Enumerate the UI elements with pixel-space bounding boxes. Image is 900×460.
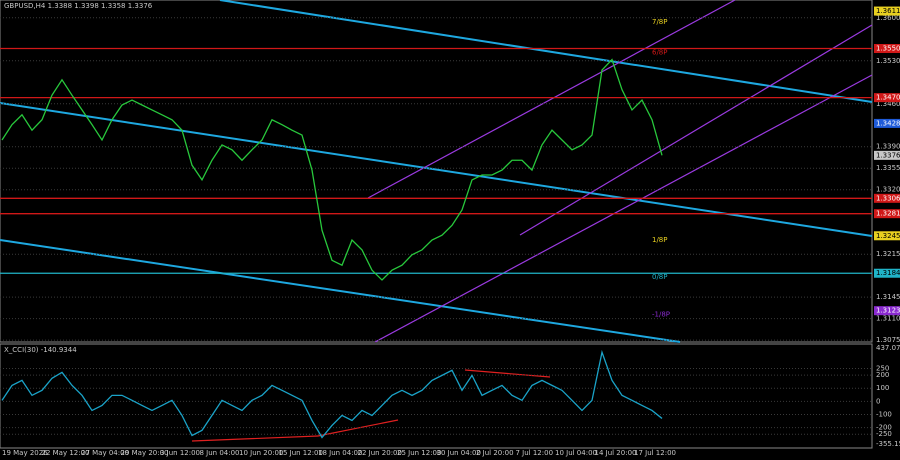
x-tick-label: 19 May 2026 [2, 449, 48, 457]
level-label: 1.3611 [876, 7, 900, 15]
x-tick-label: 7 Jul 12:00 [516, 449, 554, 457]
x-tick-label: 22 Jun 20:00 [358, 449, 402, 457]
x-tick-label: 3 Jun 12:00 [160, 449, 200, 457]
divergence-lines [191, 369, 551, 442]
x-tick-label: 8 Jun 04:00 [200, 449, 240, 457]
murray-label: -1/8P [652, 311, 670, 319]
level-box [874, 209, 900, 219]
murray-label: 1/8P [652, 236, 668, 244]
level-box [874, 193, 900, 203]
y-tick-label: -200 [876, 424, 892, 432]
y-tick-label: 1.3460 [876, 100, 900, 108]
regression-channel [367, 0, 873, 343]
x-tick-label: 14 Jul 20:00 [595, 449, 637, 457]
indicator-title: X_CCI(30) -140.9344 [4, 346, 77, 354]
level-label: 1.3245 [876, 232, 900, 240]
level-label: 1.3306 [876, 194, 900, 202]
x-tick-label: 10 Jul 04:00 [555, 449, 597, 457]
x-tick-label: 25 Jun 12:00 [397, 449, 441, 457]
y-tick-label: 0 [876, 397, 880, 405]
channel-line [519, 24, 873, 236]
x-tick-label: 18 Jun 04:00 [318, 449, 362, 457]
level-label: 1.3281 [876, 210, 900, 218]
y-tick-label: -100 [876, 411, 892, 419]
level-box [874, 93, 900, 103]
y-tick-label: 100 [876, 384, 889, 392]
y-tick-label: -250 [876, 430, 892, 438]
level-label: 1.3470 [876, 94, 900, 102]
x-tick-label: 29 May 20:00 [121, 449, 169, 457]
level-box [874, 118, 900, 128]
y-limit-label: -355.1531 [876, 440, 900, 448]
murray-label: 6/8P [652, 49, 668, 57]
channel-line [374, 74, 873, 343]
level-label: 1.3123 [876, 307, 900, 315]
x-tick-label: 15 Jun 12:00 [279, 449, 323, 457]
chart-title: GBPUSD,H4 1.3388 1.3398 1.3358 1.3376 [4, 2, 153, 10]
x-tick-label: 22 May 12:00 [42, 449, 90, 457]
y-tick-label: 1.3320 [876, 186, 900, 194]
y-tick-label: 1.3390 [876, 143, 900, 151]
divergence-line [464, 369, 551, 378]
y-tick-label: 1.3110 [876, 315, 900, 323]
x-tick-label: 2 Jul 20:00 [476, 449, 514, 457]
level-box [874, 231, 900, 241]
y-limit-label: 437.0745 [876, 344, 900, 352]
x-tick-label: 27 May 04:00 [81, 449, 129, 457]
level-label: 1.3184 [876, 269, 900, 277]
level-label: 1.3550 [876, 45, 900, 53]
trend-channel [0, 0, 873, 343]
level-box [874, 306, 900, 316]
level-label: 1.3428 [876, 119, 900, 127]
y-tick-label: 1.3215 [876, 250, 900, 258]
price-panel [0, 0, 873, 343]
divergence-line [191, 435, 319, 442]
level-box [874, 44, 900, 54]
y-tick-label: 200 [876, 371, 889, 379]
trend-line [0, 239, 681, 343]
y-tick-label: 1.3355 [876, 164, 900, 172]
series-line [1, 58, 663, 281]
trend-line [219, 0, 873, 103]
y-tick-label: 1.3145 [876, 293, 900, 301]
y-tick-label: 1.3075 [876, 336, 900, 344]
level-box [874, 150, 900, 160]
series-line [1, 349, 663, 439]
level-box [874, 6, 900, 16]
y-tick-label: 1.3530 [876, 57, 900, 65]
murray-label: 0/8P [652, 273, 668, 281]
x-tick-label: 30 Jun 04:00 [437, 449, 481, 457]
channel-line [367, 0, 736, 199]
divergence-line [317, 419, 399, 437]
x-tick-label: 17 Jul 12:00 [634, 449, 676, 457]
x-tick-label: 10 Jun 20:00 [239, 449, 283, 457]
y-tick-label: 250 [876, 365, 889, 373]
level-label: 1.3376 [876, 151, 900, 159]
trend-line [0, 102, 873, 237]
y-tick-label: 1.3600 [876, 14, 900, 22]
level-box [874, 268, 900, 278]
murray-label: 7/8P [652, 18, 668, 26]
cci-panel [0, 343, 873, 449]
